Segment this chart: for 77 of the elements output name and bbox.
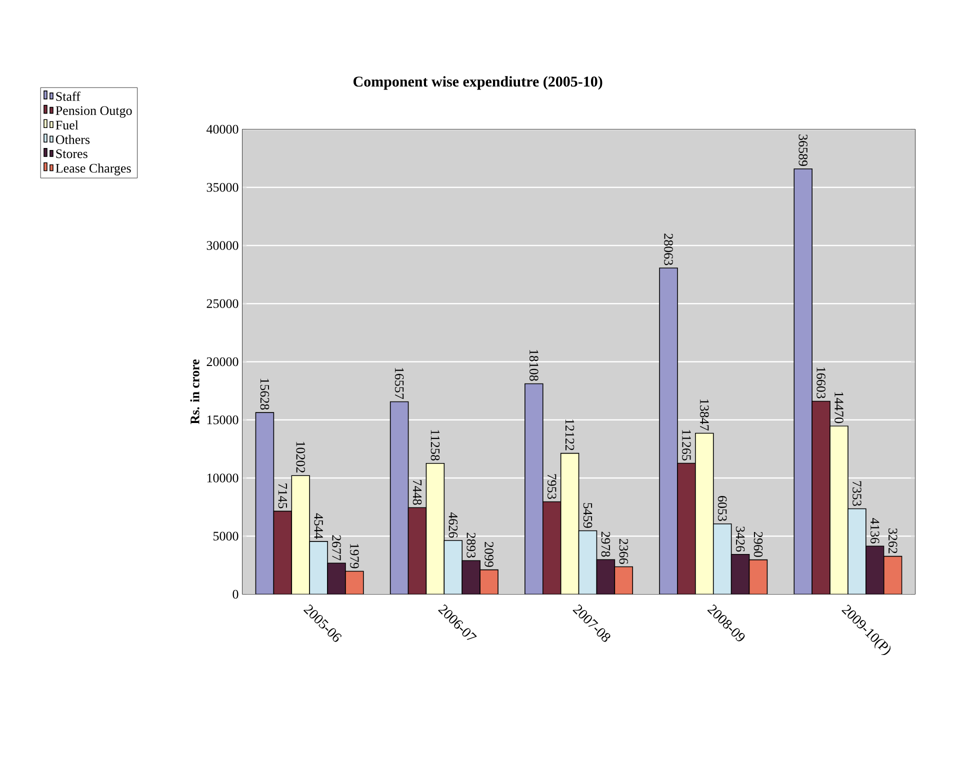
- bar: [462, 560, 480, 594]
- bar: [444, 540, 462, 594]
- y-tick-label: 35000: [206, 182, 238, 192]
- bar: [524, 384, 543, 594]
- bar: [830, 426, 848, 594]
- data-label: 16603: [816, 367, 826, 398]
- legend-label: Pension Outgo: [56, 106, 132, 118]
- data-label: 4136: [870, 518, 880, 544]
- data-label: 7953: [547, 474, 556, 499]
- data-label: 2893: [466, 532, 476, 558]
- bar: [310, 541, 328, 594]
- y-tick-label: 40000: [206, 124, 238, 134]
- y-tick-label: 5000: [214, 532, 238, 540]
- data-label: 6053: [718, 496, 727, 521]
- legend-label: Lease Charges: [56, 164, 131, 176]
- data-label: 16557: [394, 368, 404, 399]
- bar: [542, 502, 561, 594]
- data-label: 2099: [484, 542, 494, 567]
- bar: [848, 508, 866, 594]
- y-tick-label: 25000: [206, 299, 238, 308]
- legend-label: Others: [56, 134, 90, 144]
- bar: [695, 433, 714, 594]
- data-label: 7448: [412, 480, 422, 505]
- data-label: 13847: [700, 400, 709, 430]
- data-label: 10202: [296, 442, 305, 473]
- data-label: 11265: [682, 430, 691, 460]
- legend-label: Fuel: [56, 120, 78, 130]
- data-label: 1979: [350, 544, 359, 568]
- bar: [596, 560, 615, 594]
- bar: [560, 453, 579, 594]
- bar: [749, 560, 768, 594]
- bar: [677, 463, 696, 594]
- data-label: 18108: [530, 350, 538, 381]
- data-label: 3426: [736, 526, 745, 552]
- bar: [292, 476, 310, 594]
- bar: [274, 511, 292, 594]
- data-label: 3262: [888, 528, 898, 554]
- data-label: 7145: [278, 484, 288, 508]
- data-label: 15628: [260, 378, 270, 410]
- bar: [426, 463, 444, 594]
- data-label: 4626: [448, 512, 458, 538]
- bar: [480, 570, 498, 594]
- bar: [345, 571, 364, 594]
- data-label: 12122: [566, 420, 574, 450]
- bar: [660, 268, 678, 594]
- data-label: 2677: [332, 535, 341, 560]
- data-label: 2960: [754, 532, 763, 557]
- legend-label: Stores: [56, 149, 88, 158]
- bar: [883, 556, 902, 594]
- y-axis-title: Rs. in crore: [190, 359, 200, 424]
- legend-label: Staff: [56, 92, 80, 101]
- data-label: 2978: [601, 532, 610, 557]
- data-label: 28063: [664, 234, 673, 266]
- y-tick-label: 30000: [206, 241, 238, 250]
- data-label: 4544: [314, 513, 323, 539]
- data-label: 5459: [583, 503, 592, 528]
- y-tick-label: 20000: [206, 357, 238, 366]
- data-label: 36589: [798, 134, 808, 166]
- y-tick-label: 0: [232, 590, 238, 599]
- bar: [578, 530, 597, 594]
- data-label: 2366: [619, 538, 628, 564]
- y-tick-label: 15000: [207, 415, 238, 424]
- data-label: 11258: [430, 430, 440, 460]
- data-label: 14470: [834, 392, 844, 424]
- bar: [256, 412, 274, 594]
- data-label: 7353: [852, 481, 862, 506]
- y-tick-label: 10000: [207, 474, 238, 482]
- bar: [328, 563, 346, 594]
- bar: [794, 168, 812, 594]
- bar: [731, 554, 750, 594]
- bar: [866, 546, 884, 594]
- bar: [408, 508, 426, 594]
- bar: [614, 566, 633, 594]
- bar: [713, 524, 732, 594]
- bar: [812, 400, 830, 594]
- chart-title: Component wise expendiutre (2005-10): [354, 76, 602, 90]
- bar: [390, 402, 408, 594]
